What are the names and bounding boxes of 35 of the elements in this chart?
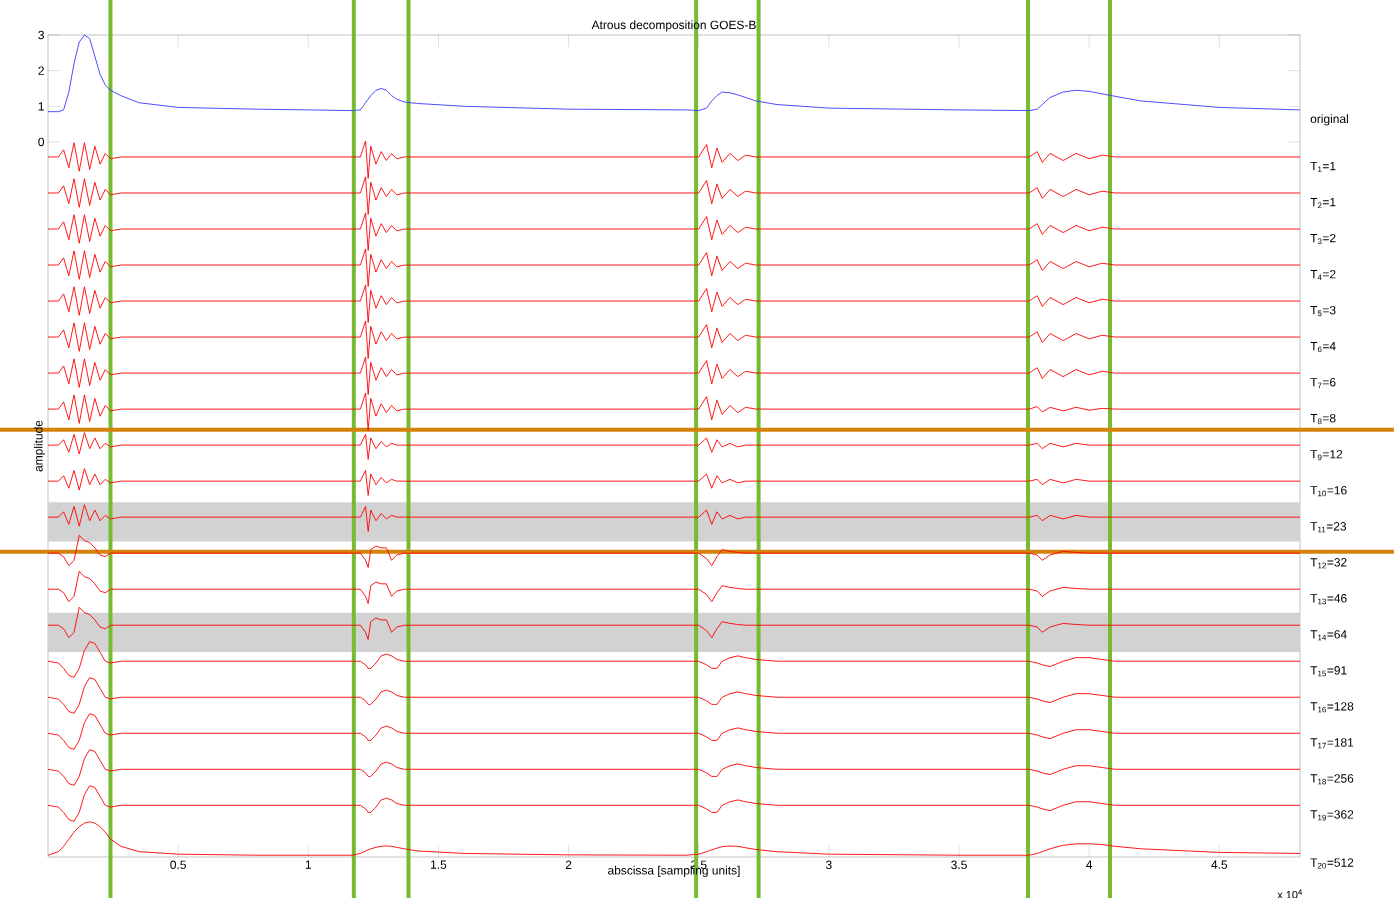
x-tick-label: 0.5 xyxy=(170,860,186,869)
series-label: T$_{8}$=8 xyxy=(1310,413,1336,425)
y-tick-label: 2 xyxy=(38,66,44,75)
series-label: T$_{11}$=23 xyxy=(1310,522,1347,533)
x-tick-label: 3 xyxy=(825,860,832,869)
y-tick-label: 1 xyxy=(38,102,44,111)
y-axis-title: amplitude xyxy=(33,420,45,472)
series-label: T$_{1}$=1 xyxy=(1310,161,1336,172)
series-label: T$_{7}$=6 xyxy=(1310,378,1336,389)
x-tick-label: 3.5 xyxy=(951,860,967,869)
series-label: T$_{12}$=32 xyxy=(1310,558,1347,569)
x-tick-label: 2 xyxy=(565,860,572,869)
series-label: T$_{9}$=12 xyxy=(1310,450,1343,461)
series-label: T$_{13}$=46 xyxy=(1310,594,1347,605)
series-label: T$_{3}$=2 xyxy=(1310,233,1336,245)
series-label: T$_{15}$=91 xyxy=(1310,666,1347,677)
series-label: T$_{2}$=1 xyxy=(1310,197,1336,208)
series-label: T$_{5}$=3 xyxy=(1310,305,1336,317)
series-label: T$_{14}$=64 xyxy=(1310,630,1347,641)
x-tick-label: 4.5 xyxy=(1211,860,1228,869)
y-tick-label: 0 xyxy=(38,137,45,147)
series-label: original xyxy=(1310,114,1348,126)
series-label: T$_{18}$=256 xyxy=(1310,774,1354,785)
x-tick-label: 1 xyxy=(305,860,312,869)
series-label: T$_{4}$=2 xyxy=(1310,269,1336,281)
y-tick-label: 3 xyxy=(38,30,44,40)
series-label: T$_{16}$=128 xyxy=(1310,702,1354,713)
x-tick-label: 1.5 xyxy=(431,860,447,869)
series-label: T$_{17}$=181 xyxy=(1310,738,1354,749)
series-label: T$_{20}$=512 xyxy=(1310,858,1354,869)
series-label: T$_{10}$=16 xyxy=(1310,486,1347,497)
x-tick-label: 4 xyxy=(1086,860,1093,869)
series-label: T$_{6}$=4 xyxy=(1310,342,1336,353)
text: x 10$^{4}$ xyxy=(1277,889,1303,898)
series-label: T$_{19}$=362 xyxy=(1310,810,1354,821)
